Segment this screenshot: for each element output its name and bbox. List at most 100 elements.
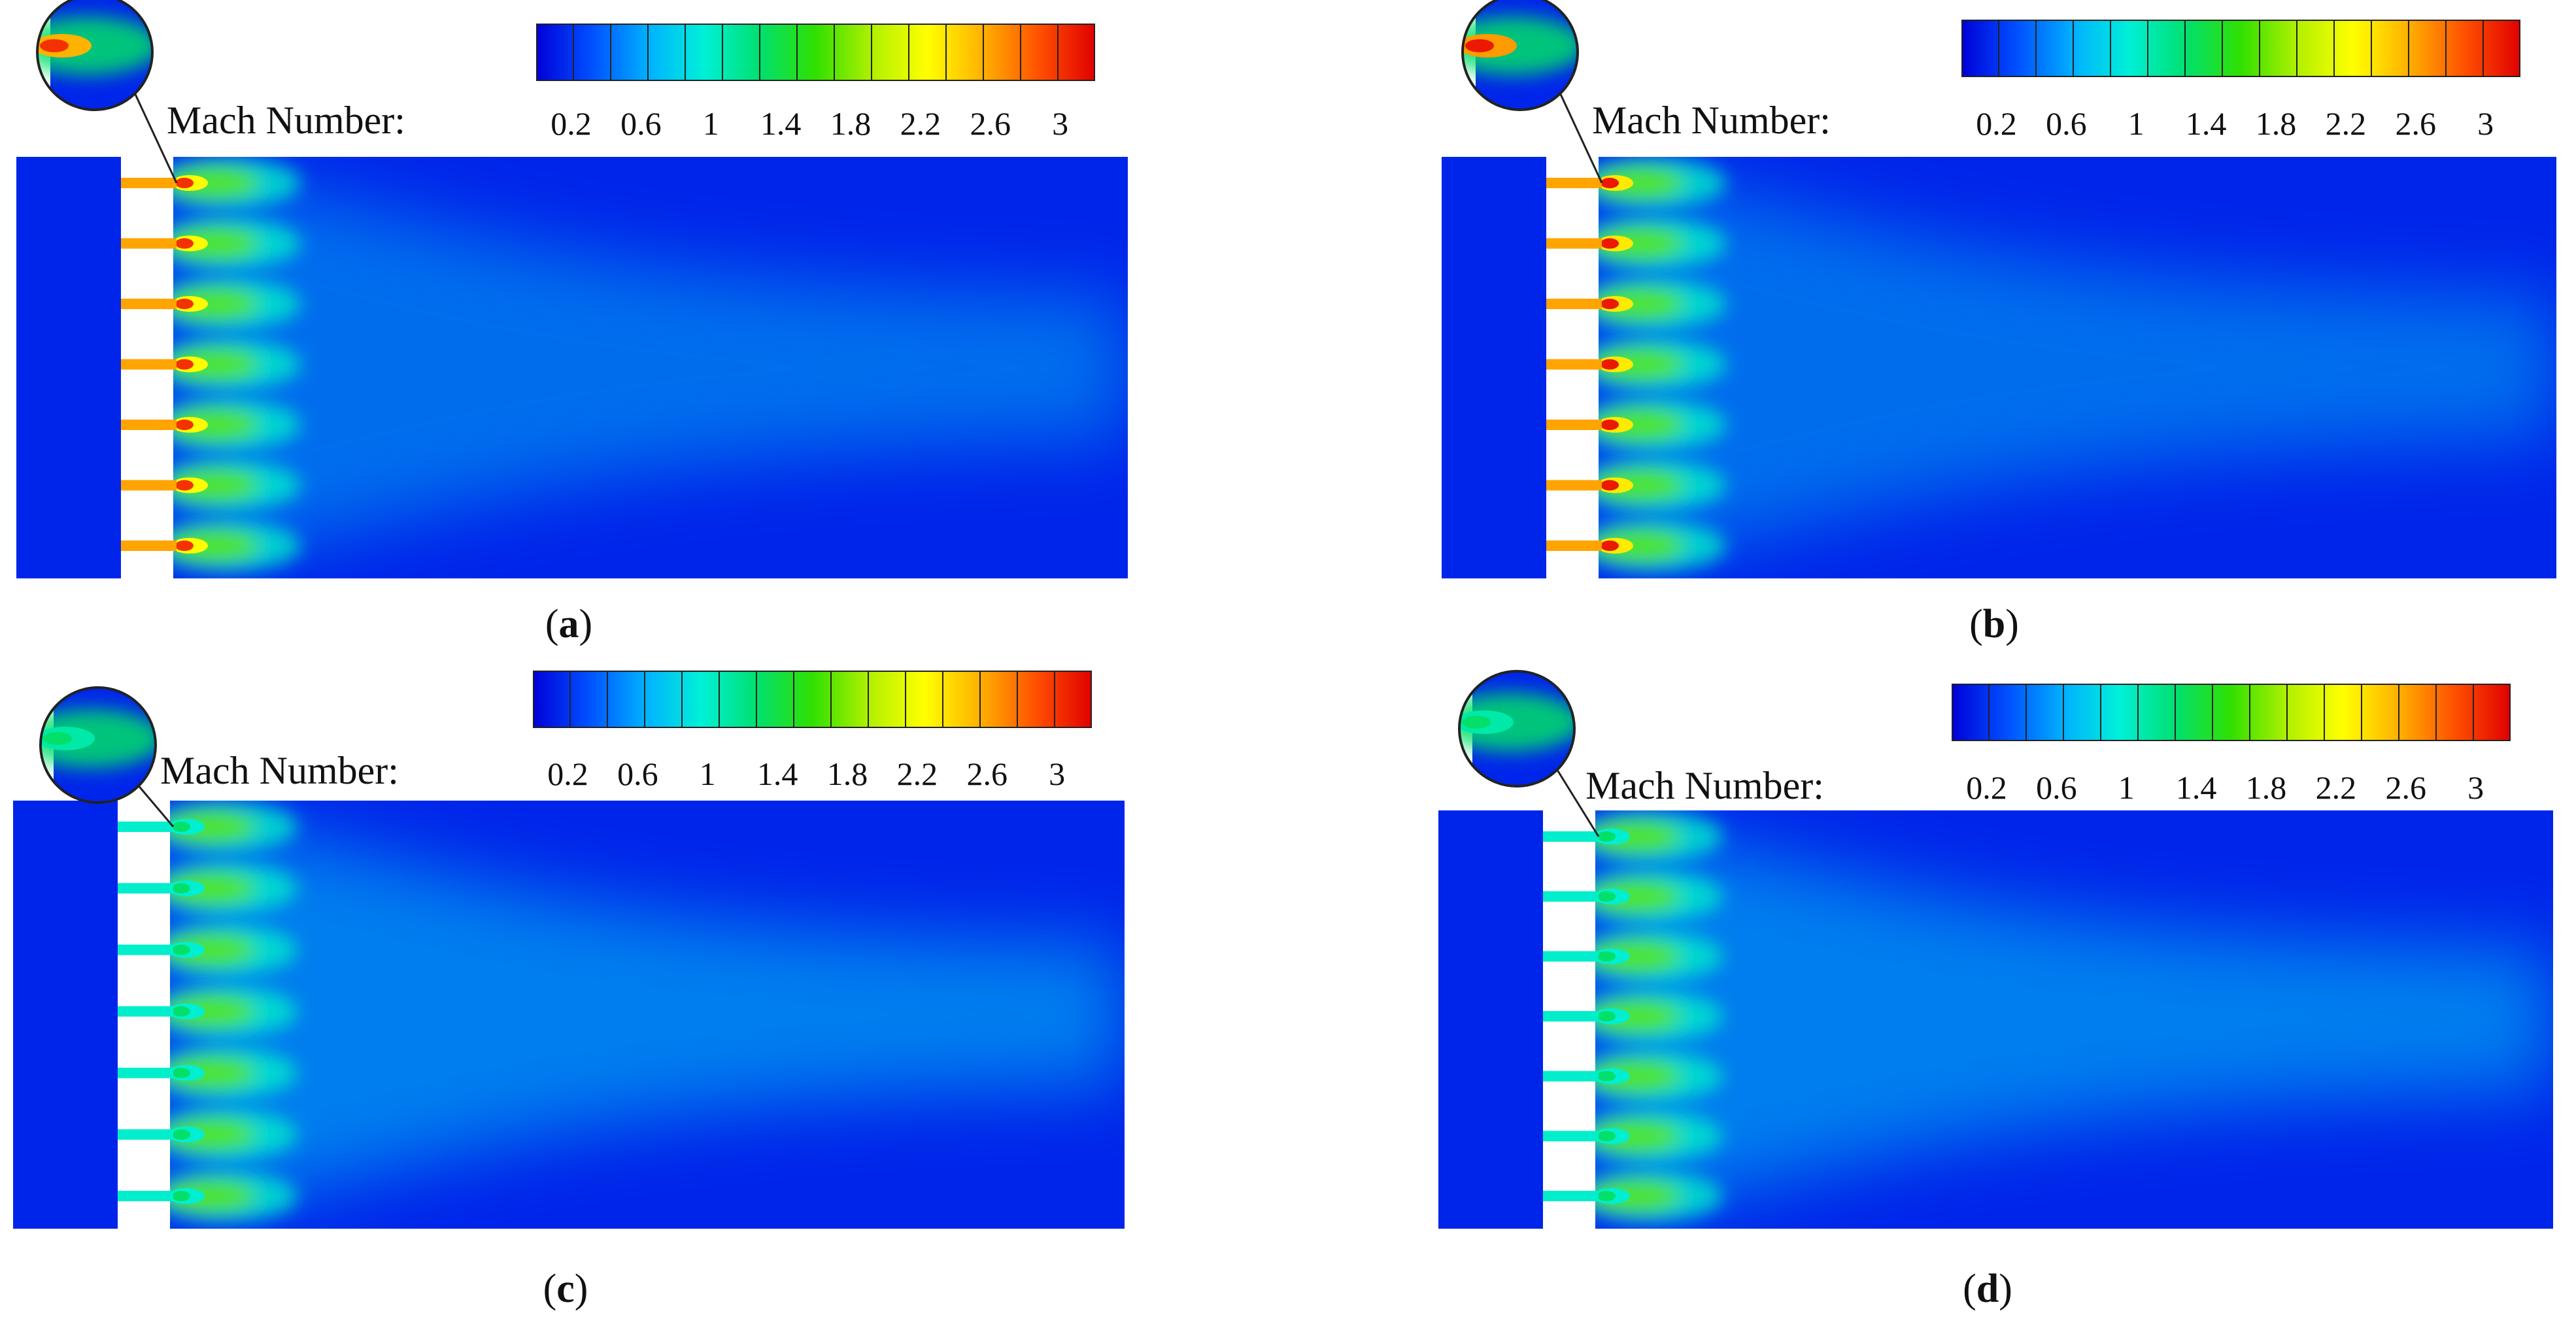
colorbar-tick-label: 1.8 [2245,769,2287,806]
colorbar-tick-label: 3 [1052,105,1069,142]
plume-hotspot [1601,359,1619,370]
nozzle-channel [1546,238,1602,249]
plume-mid [173,288,258,320]
nozzle-channel [1543,1011,1599,1022]
nozzle-channel [118,1006,173,1017]
colorbar-tick-label: 2.2 [900,105,941,142]
jet-plume [1599,521,1726,571]
inset-frame [36,0,154,111]
inset-leader-line [133,91,178,184]
plume-hotspot [1601,178,1619,188]
colorbar-gradient [1952,684,2511,741]
nozzle-channel [1543,1071,1599,1082]
jet-plume [173,460,301,510]
plume-hotspot [175,359,194,370]
colorbar-tick-label: 1 [699,756,716,792]
colorbar-tick-label: 0.2 [547,756,588,792]
inset-leader-line [1555,767,1600,837]
colorbar-tick-label: 1.4 [756,756,798,792]
colorbar-tick-label: 0.6 [617,756,658,792]
colorbar-swatches-c [533,671,1092,728]
plume-mid [1595,880,1680,912]
colorbar-tick-label: 1.8 [830,105,872,142]
colorbar-swatches-d [1952,684,2511,741]
nozzle-channel [121,359,177,370]
colorbar-gradient [536,24,1095,81]
panel-caption-a: (a) [545,602,593,646]
plume-mid [173,409,258,441]
plume-hotspot [1601,238,1619,249]
inset-frame [1458,670,1576,788]
jet-plume [1599,218,1726,269]
jet-plume [170,1109,297,1159]
plume-mid [170,1118,255,1150]
nozzle-channel [1543,1191,1599,1201]
contour-field-a [16,0,1128,578]
colorbar-tick-label: 1 [2127,105,2144,142]
nozzle-channel [118,1129,173,1140]
jet-plume [1599,400,1726,450]
colorbar-tick-label: 2.6 [2395,105,2436,142]
plume-hotspot [1601,480,1619,491]
nozzle-channel [1543,1131,1599,1142]
zoom-inset [41,688,156,803]
plenum-block [16,157,121,578]
caption-letter-c: c [556,1267,575,1311]
plume-mid [1595,821,1680,852]
plume-hotspot [172,1006,190,1017]
nozzle-channel [1546,480,1602,491]
nozzle-channel [121,480,177,491]
jet-plume [170,925,297,975]
colorbar-gradient [533,671,1092,728]
jet-plume [173,521,301,571]
nozzle-channel [118,1067,173,1078]
chamber-flow [173,157,1128,578]
plume-hotspot [1597,1191,1616,1201]
plume-mid [170,873,255,905]
colorbar-tick-label: 3 [1049,756,1066,792]
plume-mid [1595,1120,1680,1152]
nozzle-channel [1546,299,1602,309]
nozzle-channel [121,540,177,551]
plume-mid [170,1057,255,1089]
jet-plume [170,986,297,1037]
colorbar-tick-label: 1.8 [2255,105,2297,142]
plume-mid [173,227,258,259]
colorbar-tick-label: 1.4 [760,105,802,142]
jet-plume [1595,812,1723,861]
nozzle-channel [121,299,177,309]
plume-hotspot [175,238,194,249]
colorbar-tick-label: 2.2 [2315,769,2357,806]
plume-mid [173,530,258,561]
colorbar-tick-label: 3 [2477,105,2494,142]
plume-hotspot [1601,420,1619,430]
plume-hotspot [1597,1131,1616,1142]
inset-plume-hotspot [40,39,69,52]
panel-a: 0.2 0.6 1 1.4 1.8 2.2 2.6 3 Mach Number: (a) [0,0,1288,665]
colorbar-d [1952,684,2511,741]
contour-field-c [13,686,1125,1229]
zoom-inset [1459,671,1574,786]
panel-caption-c: (c) [543,1267,588,1311]
central-flow-core [1599,170,2556,565]
central-flow-core [170,814,1125,1216]
plume-hotspot [1597,951,1616,962]
plume-mid [170,934,255,966]
plenum-block [1438,810,1543,1229]
plenum-block [13,801,118,1229]
plume-mid [1595,1180,1680,1212]
panel-caption-b: (b) [1969,602,2019,646]
colorbar-ticks-d: 0.2 0.6 1 1.4 1.8 2.2 2.6 3 [1952,769,2511,808]
plume-hotspot [172,1191,190,1201]
nozzle-channel [121,420,177,430]
colorbar-tick-label: 1 [702,105,719,142]
inset-leader-line [1558,91,1603,184]
plume-mid [1599,227,1684,259]
colorbar-tick-label: 2.6 [2385,769,2426,806]
jet-plume [173,218,301,269]
caption-letter-b: b [1982,602,2006,646]
colorbar-tick-label: 2.6 [966,756,1008,792]
nozzle-channel [121,238,177,249]
jet-plume [170,802,297,852]
plume-hotspot [175,299,194,309]
